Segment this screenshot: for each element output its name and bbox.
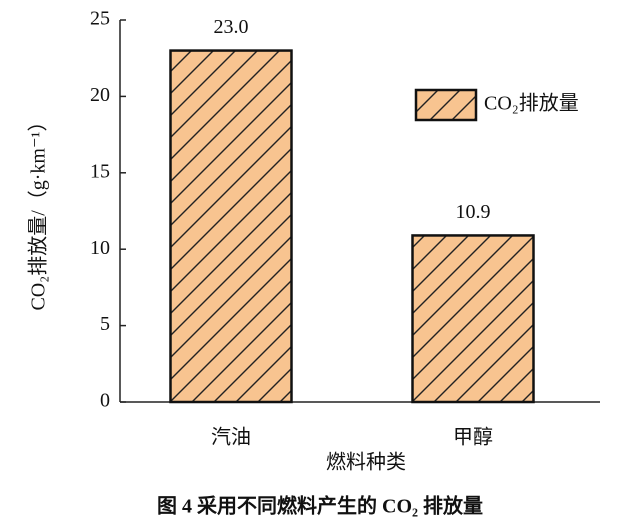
y-tick-label: 5 xyxy=(100,313,110,335)
y-tick-label: 20 xyxy=(90,84,110,106)
y-tick-label: 10 xyxy=(90,237,110,259)
y-axis-title: CO₂排放量/（g·km⁻¹） xyxy=(27,111,50,310)
x-axis-title: 燃料种类 xyxy=(326,451,406,474)
value-label: 10.9 xyxy=(456,201,491,223)
caption: 图 4 采用不同燃料产生的 CO₂ 排放量 xyxy=(157,494,483,518)
legend-label: CO₂排放量 xyxy=(484,92,579,115)
bar-hatch xyxy=(169,49,293,404)
x-tick-label: 汽油 xyxy=(211,426,251,449)
value-label: 23.0 xyxy=(214,16,249,38)
legend-swatch-hatch xyxy=(414,88,478,122)
y-tick-label: 0 xyxy=(100,390,110,412)
bar-hatch xyxy=(411,234,535,404)
x-tick-label: 甲醇 xyxy=(453,426,493,449)
y-tick-label: 25 xyxy=(90,8,110,30)
y-tick-label: 15 xyxy=(90,160,110,182)
